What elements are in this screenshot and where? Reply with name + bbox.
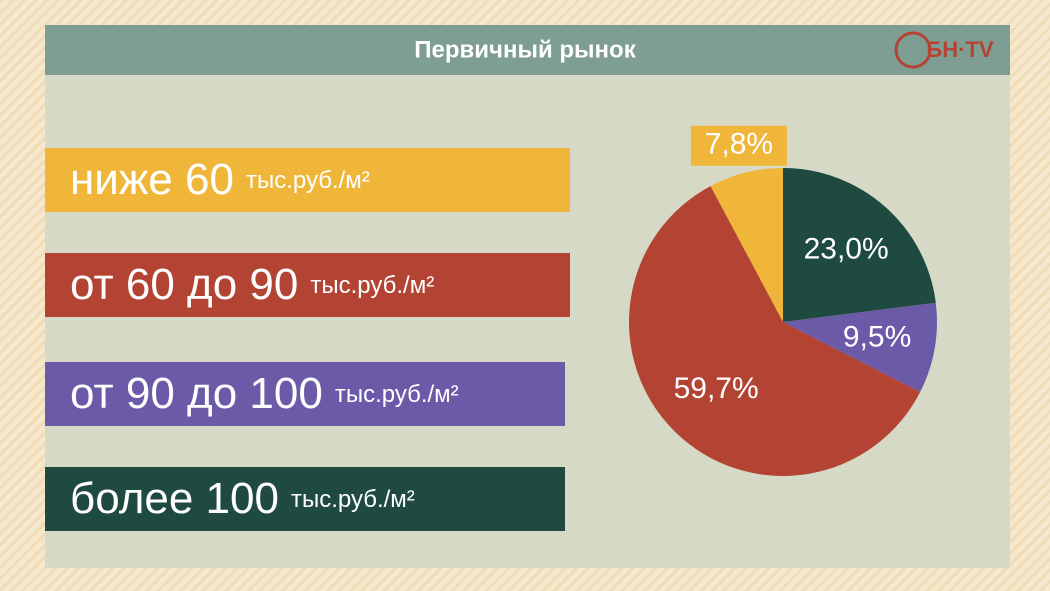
legend-category: более 100	[70, 474, 279, 523]
value-label: 9,5%	[843, 320, 911, 353]
pie-slice	[629, 186, 921, 477]
legend-label: ниже 60 тыс.руб./м²	[70, 155, 370, 204]
logo-ring	[894, 31, 932, 69]
logo: БН·TV	[926, 37, 993, 62]
legend-label: от 90 до 100 тыс.руб./м²	[70, 369, 459, 418]
value-label: 7,8%	[705, 128, 773, 161]
title-bar	[45, 25, 1010, 75]
chart-title: Первичный рынок	[414, 36, 636, 63]
legend-unit: тыс.руб./м²	[335, 381, 459, 408]
pie-slice	[783, 302, 937, 392]
legend-box	[45, 467, 565, 531]
value-label-bg	[690, 125, 787, 166]
legend-unit: тыс.руб./м²	[310, 272, 434, 299]
legend-category: от 90 до 100	[70, 369, 323, 418]
legend-box	[45, 362, 565, 426]
legend-unit: тыс.руб./м²	[246, 167, 370, 194]
legend-label: более 100 тыс.руб./м²	[70, 474, 415, 523]
legend-label: от 60 до 90 тыс.руб./м²	[70, 260, 434, 309]
pie-slice	[710, 168, 783, 322]
value-label: 23,0%	[804, 232, 889, 265]
legend-box	[45, 148, 570, 212]
legend-unit: тыс.руб./м²	[291, 486, 415, 513]
pie-slice	[783, 168, 936, 322]
value-label: 59,7%	[674, 372, 759, 405]
legend-box	[45, 253, 570, 317]
legend-category: от 60 до 90	[70, 260, 298, 309]
legend-category: ниже 60	[70, 155, 234, 204]
